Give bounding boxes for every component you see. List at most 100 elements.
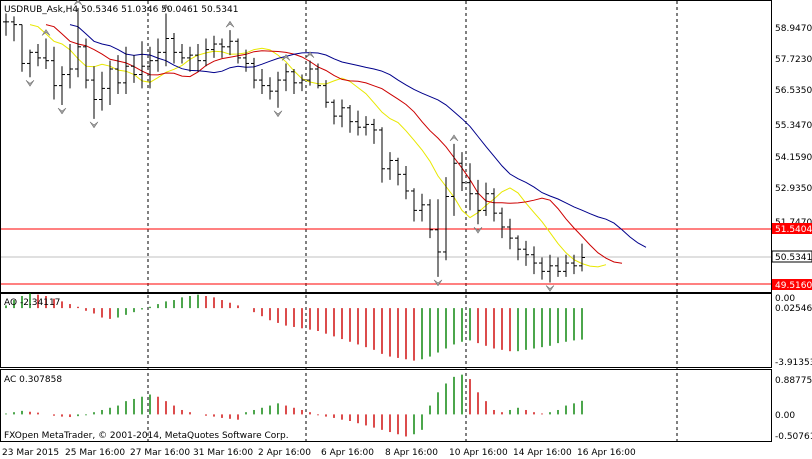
ohlc-bar xyxy=(283,63,289,92)
ohlc-bar xyxy=(43,38,49,69)
ohlc-bar xyxy=(451,143,457,216)
price-chart-area xyxy=(1,0,771,292)
ao-axis-label: 0.00 xyxy=(775,294,795,304)
fractal-down-icon xyxy=(433,279,443,287)
ohlc-bar xyxy=(139,41,145,89)
time-label: 23 Mar 2015 xyxy=(2,448,59,458)
price-axis-label: 57.7230 xyxy=(775,55,812,65)
ohlc-bar xyxy=(171,32,177,64)
time-label: 16 Apr 16:00 xyxy=(577,448,636,458)
ohlc-bar xyxy=(35,44,41,67)
ac-pane[interactable] xyxy=(0,369,772,442)
upper-line-price-text: 51.5404 xyxy=(775,225,812,235)
main-header: USDRUB_Ask,H4 50.5346 51.0346 50.0461 50… xyxy=(4,5,238,15)
ohlc-bar xyxy=(11,16,17,42)
ohlc-bar xyxy=(267,77,273,100)
ohlc-bar xyxy=(363,116,369,136)
ohlc-bar xyxy=(291,68,297,94)
ohlc-bar xyxy=(243,49,249,72)
ohlc-bar xyxy=(403,166,409,200)
fractal-down-icon xyxy=(89,121,99,129)
ohlc-bar xyxy=(27,49,33,78)
time-label: 14 Apr 16:00 xyxy=(513,448,572,458)
ao-axis: 0.00 0.02546 -3.91353 xyxy=(775,294,812,368)
fractal-up-icon xyxy=(73,0,83,6)
ohlc-bar xyxy=(411,188,417,222)
ao-histogram xyxy=(5,293,583,361)
ac-axis-label: 0.887752 xyxy=(775,376,812,386)
time-label: 2 Apr 16:00 xyxy=(258,448,311,458)
ohlc-bar xyxy=(515,235,521,261)
price-axis-label: 52.9350 xyxy=(775,184,812,194)
ohlc-bar xyxy=(227,30,233,56)
ac-axis-label: -0.507614 xyxy=(775,432,812,442)
ohlc-bar xyxy=(443,177,449,261)
ohlc-bar xyxy=(387,152,393,180)
ohlc-bar xyxy=(419,193,425,222)
ao-axis-label: 0.02546 xyxy=(775,304,812,314)
time-label: 27 Mar 16:00 xyxy=(130,448,190,458)
ao-axis-label: -3.91353 xyxy=(775,358,812,368)
ohlc-bar xyxy=(483,182,489,216)
ohlc-bar xyxy=(355,110,361,136)
ao-header: AO -2.34117 xyxy=(4,298,60,308)
ohlc-bar xyxy=(195,44,201,72)
ohlc-bar xyxy=(435,199,441,277)
lower-line-price-tag: 49.5160 xyxy=(772,279,812,291)
ohlc-bar xyxy=(123,46,129,94)
ohlc-bar xyxy=(51,46,57,100)
time-label: 10 Apr 16:00 xyxy=(449,448,508,458)
upper-line-price-tag: 51.5404 xyxy=(772,223,812,235)
ohlc-bar xyxy=(563,254,569,277)
ohlc-bar xyxy=(531,246,537,275)
ohlc-bar xyxy=(371,118,377,144)
ohlc-bar xyxy=(459,152,465,191)
ohlc-bar xyxy=(187,46,193,72)
ac-axis-label: 0.00 xyxy=(775,411,795,421)
ohlc-bar xyxy=(579,243,585,272)
fractal-up-icon xyxy=(281,53,291,61)
ohlc-bar xyxy=(235,38,241,64)
ohlc-bar xyxy=(539,257,545,280)
ac-header: AC 0.307858 xyxy=(4,375,62,385)
time-label: 31 Mar 16:00 xyxy=(193,448,253,458)
fractal-down-icon xyxy=(57,107,67,115)
fractal-down-icon xyxy=(273,110,283,118)
price-axis-label: 54.1590 xyxy=(775,153,812,163)
fractal-up-icon xyxy=(449,134,459,142)
ohlc-bar xyxy=(547,254,553,283)
fractal-down-icon xyxy=(545,285,555,292)
ohlc-bar xyxy=(339,99,345,128)
ohlc-bar xyxy=(395,157,401,186)
ac-axis: 0.887752 0.00 -0.507614 xyxy=(775,376,812,442)
fractal-up-icon xyxy=(41,29,51,36)
price-axis-label: 56.5350 xyxy=(775,86,812,96)
ohlc-bar xyxy=(251,57,257,89)
fractal-up-icon xyxy=(225,20,235,28)
main-price-pane[interactable] xyxy=(0,0,772,293)
copyright-text: FXOpen MetaTrader, © 2001-2014, MetaQuot… xyxy=(4,431,289,441)
ohlc-bar xyxy=(19,24,25,72)
ohlc-bar xyxy=(75,8,81,78)
ohlc-bar xyxy=(59,66,65,106)
ohlc-bar xyxy=(323,80,329,108)
ohlc-bar xyxy=(307,60,313,86)
fractal-down-icon xyxy=(473,227,483,234)
ohlc-bar xyxy=(507,218,513,250)
ohlc-bar xyxy=(67,44,73,89)
ohlc-bar xyxy=(315,63,321,89)
ao-pane[interactable] xyxy=(0,293,772,368)
ohlc-bar xyxy=(203,38,209,67)
ohlc-bar xyxy=(523,240,529,266)
ohlc-bar xyxy=(475,179,481,225)
main-price-axis: 58.9470 57.7230 56.5350 55.3470 54.1590 … xyxy=(775,24,812,228)
ohlc-bar xyxy=(219,38,225,58)
ohlc-bar xyxy=(131,55,137,83)
ohlc-bar xyxy=(155,38,161,72)
fractal-down-icon xyxy=(25,80,35,87)
time-label: 8 Apr 16:00 xyxy=(385,448,438,458)
ohlc-bar xyxy=(91,66,97,119)
ohlc-bar xyxy=(499,207,505,239)
ohlc-bar xyxy=(491,188,497,222)
